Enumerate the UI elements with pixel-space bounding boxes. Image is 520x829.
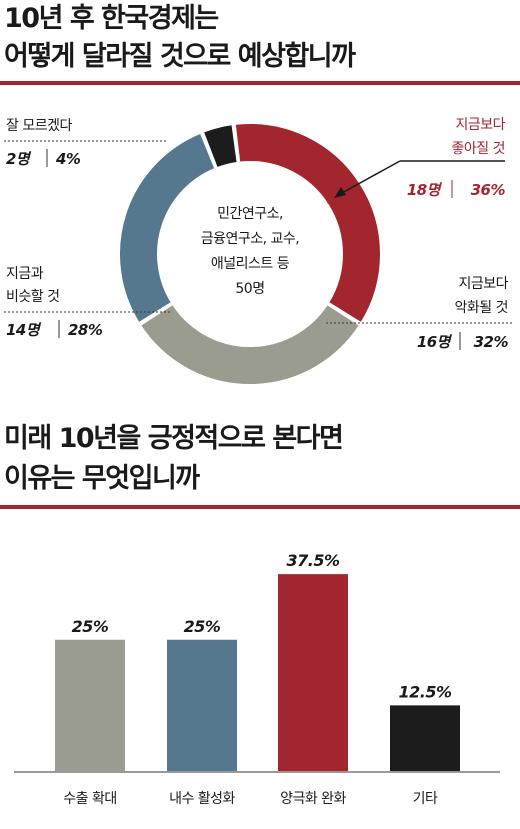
category-label: 기타 (413, 791, 438, 807)
pct-same: 28% (68, 321, 103, 339)
bar-2 (167, 639, 237, 771)
chart2-title-rule (0, 505, 520, 509)
label-better-1: 지금보다 (455, 117, 505, 133)
donut-slice-worse (138, 302, 362, 386)
arrowhead-better (334, 187, 346, 198)
label-worse-2: 악화될 것 (455, 300, 508, 316)
count-same: 14명 (6, 321, 42, 339)
chart1-title-rule (0, 81, 520, 85)
bar-value-label: 25% (184, 617, 221, 636)
donut-center-line: 애널리스트 등 (211, 256, 290, 272)
count-worse: 16명 (417, 333, 453, 351)
donut-chart: 민간연구소, 금융연구소, 교수, 애널리스트 등 50명 잘 모르겠다 2명 4% 지금과비… (4, 117, 512, 386)
bar-value-label: 25% (72, 617, 109, 636)
chart1-title-line1: 10년 후 한국경제는 (4, 3, 219, 34)
label-worse-1: 지금보다 (458, 276, 508, 292)
leader-better-arrow (339, 160, 401, 195)
label-better-2: 좋아질 것 (452, 141, 505, 157)
bar-value-label: 37.5% (286, 551, 339, 570)
bar-value-label: 12.5% (398, 682, 451, 701)
bar-3 (278, 574, 348, 771)
label-unsure: 잘 모르겠다 (6, 118, 72, 134)
donut-slice-unsure (201, 123, 239, 170)
pct-worse: 32% (474, 333, 509, 351)
category-label: 수출 확대 (63, 791, 116, 807)
pct-unsure: 4% (55, 150, 81, 168)
donut-center-line: 50명 (235, 281, 264, 297)
donut-slice-same (118, 131, 217, 325)
bar-1 (55, 639, 125, 771)
category-label: 양극화 완화 (280, 791, 346, 807)
chart2-title-line2: 이유는 무엇입니까 (4, 463, 200, 494)
donut-center-line: 금융연구소, 교수, (201, 231, 300, 247)
donut-slice-better (233, 122, 382, 325)
label-same-1: 지금과 (6, 266, 44, 282)
count-better: 18명 (407, 181, 443, 199)
bar-chart: 25% 수출 확대 25% 내수 활성화 37.5% 양극화 완화 12.5% 기타 (14, 551, 500, 807)
chart2-title-line1: 미래 10년을 긍정적으로 본다면 (4, 423, 344, 454)
chart1-title-line2: 어떻게 달라질 것으로 예상합니까 (4, 41, 356, 72)
count-unsure: 2명 (6, 150, 32, 168)
category-label: 내수 활성화 (169, 791, 235, 807)
pct-better: 36% (471, 181, 506, 199)
donut-center-line: 민간연구소, (217, 206, 283, 222)
label-same-2: 비슷할 것 (6, 289, 59, 305)
bar-4 (390, 705, 460, 771)
